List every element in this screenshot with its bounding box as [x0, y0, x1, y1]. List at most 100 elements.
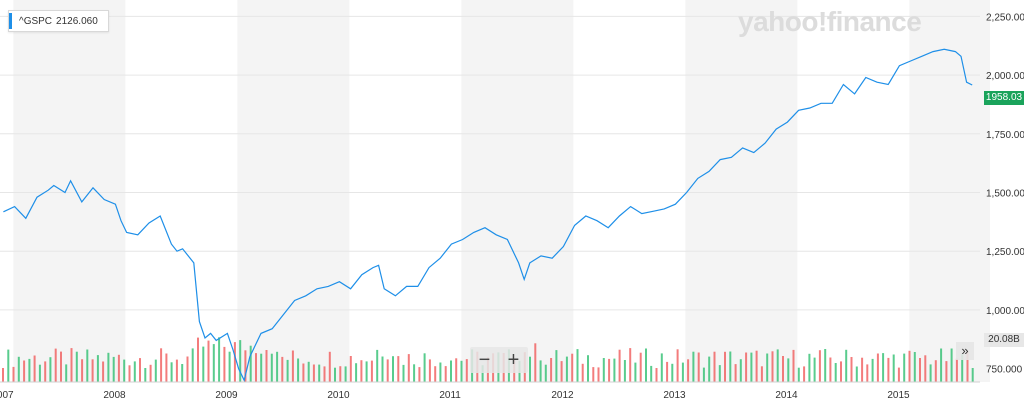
volume-bar — [934, 360, 937, 382]
x-tick-label: 2010 — [327, 390, 350, 401]
volume-bar — [413, 364, 416, 382]
year-band — [13, 0, 126, 382]
volume-bar — [286, 359, 289, 382]
legend-value: 2126.060 — [56, 15, 98, 27]
volume-bar — [128, 365, 131, 382]
volume-bar — [2, 368, 4, 382]
volume-bar — [38, 364, 41, 382]
volume-bar — [702, 367, 705, 382]
volume-bar — [460, 360, 463, 382]
volume-bar — [797, 367, 800, 382]
volume-bar — [776, 349, 779, 382]
volume-bar — [903, 353, 906, 382]
x-tick-label: 2007 — [0, 390, 14, 401]
volume-bar — [28, 358, 31, 382]
volume-bar — [397, 356, 400, 382]
volume-bar — [913, 352, 916, 382]
volume-bar — [165, 353, 168, 382]
volume-bar — [897, 367, 900, 382]
volume-bar — [133, 361, 136, 382]
volume-bar — [23, 360, 26, 382]
volume-bar — [228, 351, 231, 382]
volume-bar — [107, 352, 110, 382]
volume-bar — [760, 366, 763, 382]
year-band — [909, 0, 990, 382]
volume-bar — [813, 357, 816, 382]
volume-bar — [660, 353, 663, 382]
zoom-in-button[interactable]: + — [507, 349, 520, 371]
volume-bar — [328, 351, 331, 382]
volume-bar — [428, 359, 431, 382]
volume-bar — [855, 366, 858, 382]
volume-bar — [17, 356, 20, 382]
volume-bar — [666, 361, 669, 382]
volume-bar — [60, 351, 62, 382]
volume-bar — [7, 349, 10, 382]
volume-bar — [297, 358, 300, 382]
volume-bar — [550, 358, 553, 382]
volume-bar — [539, 360, 542, 382]
x-tick-label: 2015 — [887, 390, 910, 401]
volume-bar — [54, 348, 57, 382]
volume-bar — [940, 348, 943, 382]
yahoo-finance-logo: yahoo!finance — [738, 6, 922, 37]
volume-bar — [782, 356, 784, 382]
volume-bar — [70, 348, 73, 382]
volume-bar — [792, 349, 795, 382]
volume-bar — [355, 363, 358, 382]
y-tick-label: 2,250.00 — [986, 12, 1024, 23]
volume-bar — [339, 366, 342, 382]
year-band — [685, 0, 798, 382]
legend-symbol[interactable]: ^GSPC 2126.060 — [8, 10, 109, 32]
volume-bar — [144, 368, 147, 382]
volume-bar — [223, 346, 226, 382]
volume-bar — [576, 349, 579, 382]
volume-bar — [724, 351, 726, 382]
volume-bar — [824, 349, 827, 382]
volume-tag: 20.08B — [984, 333, 1024, 347]
volume-bar — [75, 351, 78, 382]
volume-bar — [697, 352, 700, 382]
volume-bar — [149, 364, 152, 382]
volume-bar — [112, 356, 115, 382]
volume-bar — [160, 348, 163, 382]
volume-bar — [587, 355, 589, 382]
volume-bar — [481, 365, 484, 382]
volume-bar — [117, 354, 120, 382]
volume-bar — [929, 364, 932, 382]
y-tick-label: 1,500.00 — [986, 189, 1024, 200]
volume-bar — [276, 351, 279, 382]
volume-bar — [876, 353, 879, 382]
volume-bar — [186, 356, 189, 382]
expand-icon[interactable]: » — [956, 342, 974, 360]
volume-bar — [555, 350, 558, 382]
volume-bar — [455, 358, 458, 382]
series-color-swatch — [9, 13, 12, 29]
volume-bar — [102, 361, 105, 382]
volume-bar — [966, 351, 969, 382]
volume-bar — [260, 353, 263, 382]
volume-bar — [175, 359, 178, 382]
volume-bar — [718, 365, 721, 382]
volume-bar — [560, 361, 563, 382]
volume-bar — [829, 357, 832, 382]
volume-bar — [418, 367, 421, 382]
volume-bar — [170, 362, 173, 382]
volume-bar — [750, 352, 753, 382]
zoom-out-button[interactable]: − — [478, 349, 491, 371]
y-tick-label: 750.000 — [986, 365, 1023, 376]
volume-bar — [281, 356, 284, 382]
volume-bar — [49, 357, 52, 382]
volume-bar — [961, 354, 964, 382]
current-price-tag: 1958.03 — [984, 91, 1024, 105]
volume-bar — [639, 352, 642, 382]
volume-bar — [608, 358, 611, 382]
volume-bar — [687, 359, 690, 382]
price-line — [3, 48, 973, 383]
volume-bar — [971, 368, 974, 382]
volume-bar — [629, 348, 632, 382]
x-tick-label: 2008 — [103, 390, 126, 401]
volume-bar — [318, 364, 321, 382]
